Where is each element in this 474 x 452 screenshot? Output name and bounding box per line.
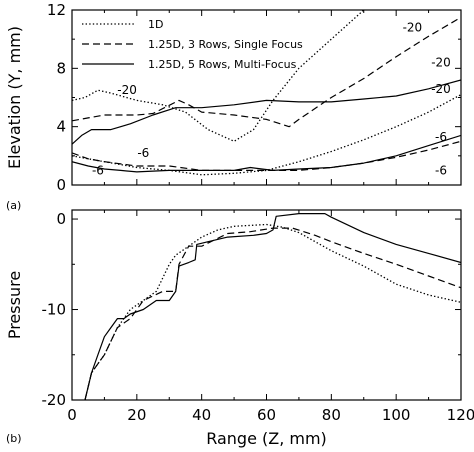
series-line-solid-upper [72,79,461,145]
contour-level-label: -6 [92,163,104,177]
contour-level-label: -6 [137,146,149,160]
series-line-solid-upper [84,213,461,400]
contour-level-label: -6 [435,163,447,177]
legend: 1D 1.25D, 3 Rows, Single Focus 1.25D, 5 Ro… [82,18,303,71]
series-line-dotted-lower [72,94,461,176]
plot-frame [71,9,462,186]
panel-a-elevation: 0 4 8 12 Elevation (Y, mm) (a) -20 -20 -20 -20 -6 -… [5,1,462,212]
y-tick-label: 8 [56,59,66,77]
y-axis-title: Pressure [5,271,24,339]
y-tick-label: 0 [56,210,66,228]
contour-level-label: -20 [117,83,137,97]
legend-entry: 1D [148,18,163,31]
legend-entry: 1.25D, 5 Rows, Multi-Focus [148,58,297,71]
series-line-dashed-upper [84,227,461,400]
x-tick-label: 60 [257,406,276,424]
contour-level-label: -6 [435,130,447,144]
plot-area [84,213,461,400]
x-axis-title: Range (Z, mm) [206,429,327,448]
x-tick-label: 120 [447,406,474,424]
series-line-dotted-upper [72,10,365,142]
y-tick-label: -20 [42,391,67,409]
series-line-solid-lower [72,134,461,173]
series-line-dashed-upper [72,16,461,128]
y-tick-label: -10 [42,301,67,319]
series-line-dotted-upper [84,223,461,400]
y-tick-label: 0 [56,176,66,194]
y-axis-title: Elevation (Y, mm) [5,26,24,169]
y-tick-label: 12 [47,1,66,19]
contour-level-label: -20 [403,21,423,35]
x-tick-label: 100 [382,406,411,424]
plot-frame [71,209,462,401]
panel-label: (b) [6,432,22,445]
legend-entry: 1.25D, 3 Rows, Single Focus [148,38,303,51]
x-tick-label: 20 [127,406,146,424]
x-tick-label: 80 [322,406,341,424]
contour-level-label: -20 [431,56,451,70]
x-tick-label: 0 [67,406,77,424]
contour-level-label: -20 [431,82,451,96]
x-tick-label: 40 [192,406,211,424]
panel-label: (a) [6,199,21,212]
plot-area [72,10,461,176]
series-line-dashed-lower [72,140,461,171]
y-tick-label: 4 [56,118,66,136]
